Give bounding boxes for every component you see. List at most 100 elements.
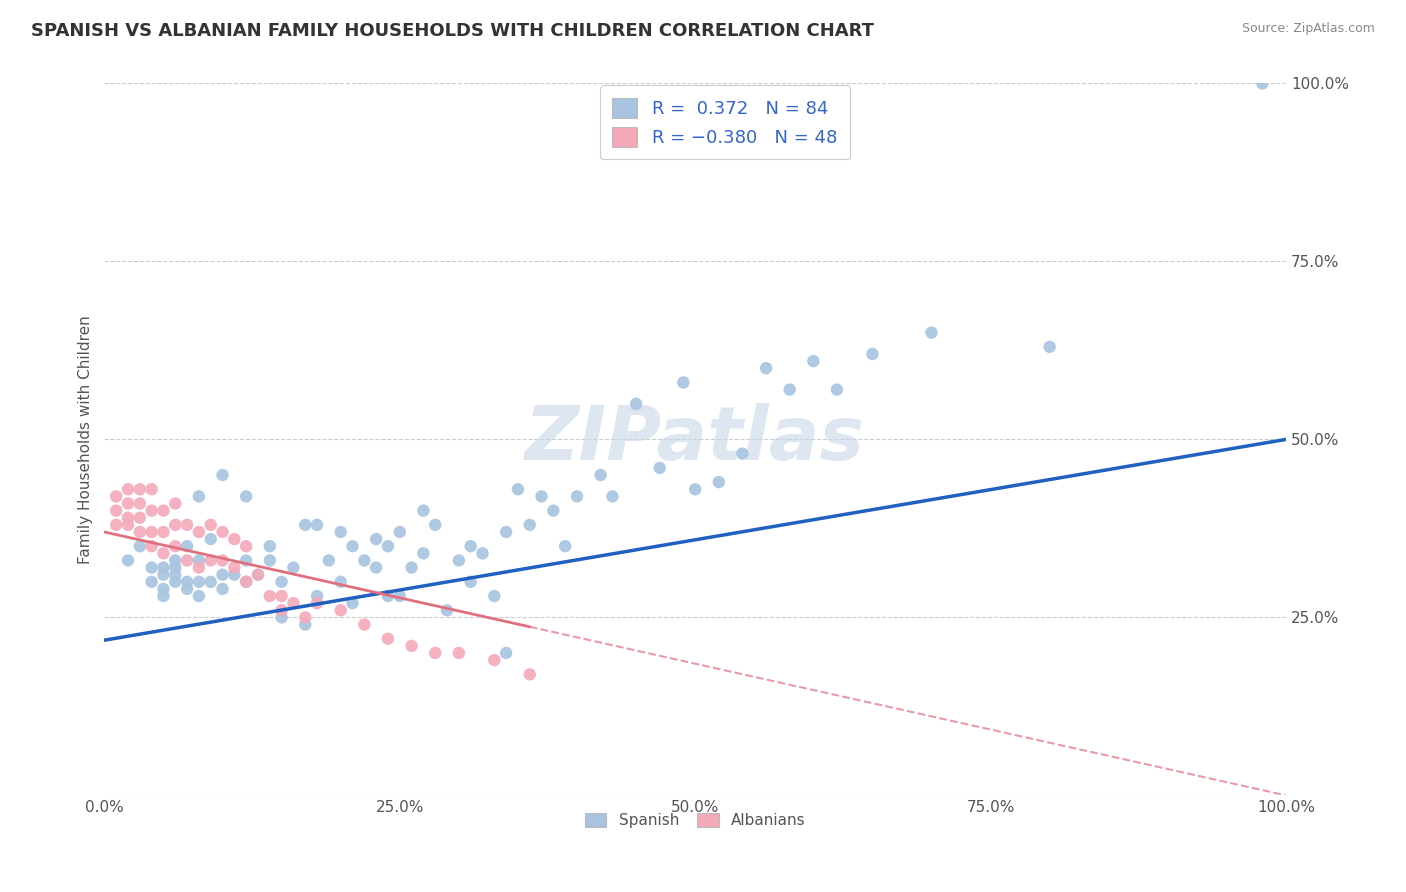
Point (224, 532, 246, 546)
Point (105, 489, 128, 503)
Point (211, 553, 233, 567)
Point (187, 524, 209, 539)
Point (412, 546, 434, 560)
Point (294, 517, 316, 532)
Point (246, 567, 269, 582)
Point (211, 582, 233, 596)
Point (589, 468, 612, 483)
Point (460, 539, 482, 553)
Point (377, 539, 399, 553)
Point (176, 582, 198, 596)
Point (329, 574, 352, 589)
Point (495, 524, 517, 539)
Point (602, 489, 624, 503)
Point (187, 560, 209, 574)
Point (425, 517, 447, 532)
Point (624, 397, 647, 411)
Point (294, 617, 316, 632)
Point (270, 589, 292, 603)
Point (235, 574, 257, 589)
Point (259, 553, 281, 567)
Point (318, 553, 340, 567)
Point (211, 524, 233, 539)
Point (519, 517, 541, 532)
Point (128, 510, 150, 524)
Point (235, 553, 257, 567)
Point (141, 503, 163, 517)
Point (187, 574, 209, 589)
Point (152, 589, 174, 603)
Point (152, 567, 174, 582)
Text: SPANISH VS ALBANIAN FAMILY HOUSEHOLDS WITH CHILDREN CORRELATION CHART: SPANISH VS ALBANIAN FAMILY HOUSEHOLDS WI… (31, 22, 875, 40)
Point (270, 610, 292, 624)
Point (307, 517, 329, 532)
Point (200, 532, 222, 546)
Point (128, 539, 150, 553)
Point (246, 567, 269, 582)
Point (825, 383, 848, 397)
Point (259, 589, 281, 603)
Point (128, 524, 150, 539)
Point (283, 596, 305, 610)
Point (224, 560, 246, 574)
Text: ZIPatlas: ZIPatlas (526, 403, 865, 476)
Point (128, 482, 150, 496)
Point (105, 517, 128, 532)
Point (211, 567, 233, 582)
Point (294, 610, 316, 624)
Point (200, 517, 222, 532)
Point (235, 574, 257, 589)
Point (412, 503, 434, 517)
Point (152, 546, 174, 560)
Point (530, 489, 553, 503)
Point (200, 553, 222, 567)
Point (141, 574, 163, 589)
Point (307, 596, 329, 610)
Point (235, 489, 257, 503)
Point (152, 503, 174, 517)
Point (366, 532, 388, 546)
Point (259, 539, 281, 553)
Point (176, 574, 198, 589)
Point (353, 617, 375, 632)
Point (187, 553, 209, 567)
Point (187, 589, 209, 603)
Point (543, 503, 565, 517)
Point (484, 653, 506, 667)
Point (128, 496, 150, 510)
Point (377, 589, 399, 603)
Point (779, 383, 801, 397)
Point (165, 560, 187, 574)
Point (307, 589, 329, 603)
Point (436, 603, 458, 617)
Point (329, 603, 352, 617)
Point (447, 553, 470, 567)
Point (176, 517, 198, 532)
Point (141, 539, 163, 553)
Point (1251, 77, 1274, 91)
Point (224, 567, 246, 582)
Point (506, 482, 529, 496)
Text: Source: ZipAtlas.com: Source: ZipAtlas.com (1241, 22, 1375, 36)
Point (401, 639, 423, 653)
Point (176, 539, 198, 553)
Point (801, 354, 824, 368)
Point (921, 326, 943, 340)
Point (388, 524, 411, 539)
Point (342, 539, 364, 553)
Point (176, 553, 198, 567)
Point (270, 574, 292, 589)
Point (283, 560, 305, 574)
Point (329, 524, 352, 539)
Point (353, 553, 375, 567)
Point (707, 475, 730, 490)
Point (117, 482, 139, 496)
Legend: Spanish, Albanians: Spanish, Albanians (579, 806, 811, 834)
Point (105, 503, 128, 517)
Point (342, 596, 364, 610)
Point (165, 574, 187, 589)
Point (152, 524, 174, 539)
Point (554, 539, 576, 553)
Point (377, 632, 399, 646)
Point (425, 646, 447, 660)
